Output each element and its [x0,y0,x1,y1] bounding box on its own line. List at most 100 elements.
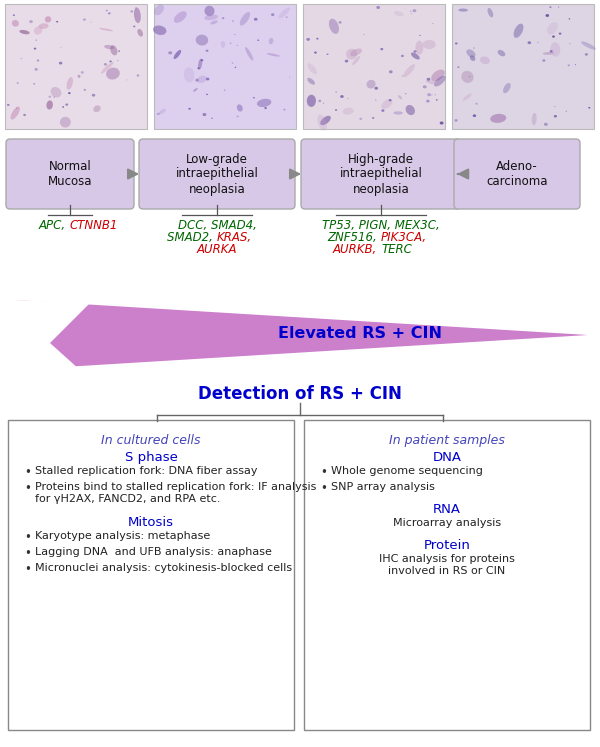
Ellipse shape [224,90,226,91]
Ellipse shape [431,69,445,81]
Text: RNA: RNA [433,503,461,516]
Ellipse shape [104,45,114,49]
Ellipse shape [457,66,460,68]
Text: •: • [320,482,327,495]
FancyBboxPatch shape [454,139,580,209]
Ellipse shape [19,30,29,34]
Ellipse shape [77,75,80,78]
Ellipse shape [307,78,315,84]
Ellipse shape [550,6,551,8]
Ellipse shape [81,71,84,74]
Ellipse shape [197,75,207,83]
Ellipse shape [326,54,329,55]
Ellipse shape [466,49,475,58]
Ellipse shape [547,22,558,34]
Text: •: • [24,482,31,495]
Ellipse shape [569,18,570,19]
Ellipse shape [434,75,446,87]
Ellipse shape [436,99,437,101]
Ellipse shape [198,59,202,69]
Text: Protein: Protein [424,539,470,552]
Ellipse shape [236,116,239,117]
Ellipse shape [307,38,310,41]
Ellipse shape [422,40,436,49]
Ellipse shape [405,93,406,94]
Ellipse shape [542,59,545,62]
Ellipse shape [206,78,209,81]
Bar [303,4,445,129]
Ellipse shape [34,68,38,71]
Ellipse shape [92,94,95,96]
Ellipse shape [35,40,37,41]
Ellipse shape [335,109,337,111]
Ellipse shape [401,55,404,57]
Ellipse shape [173,50,181,59]
Text: Lagging DNA  and UFB analysis: anaphase: Lagging DNA and UFB analysis: anaphase [35,547,272,557]
Ellipse shape [527,41,531,44]
Ellipse shape [423,85,427,88]
Text: ZNF516,: ZNF516, [328,231,381,244]
Text: AURKA: AURKA [197,243,237,256]
Ellipse shape [153,25,166,35]
Text: DCC, SMAD4,: DCC, SMAD4, [178,219,256,232]
Ellipse shape [542,52,554,55]
Ellipse shape [352,56,360,65]
Ellipse shape [503,83,511,93]
Ellipse shape [53,96,55,98]
Ellipse shape [101,62,114,74]
Ellipse shape [329,19,339,34]
Ellipse shape [552,35,555,38]
Ellipse shape [455,43,458,45]
Ellipse shape [374,87,378,90]
Ellipse shape [197,67,200,69]
Ellipse shape [12,20,19,27]
Ellipse shape [585,53,588,56]
Ellipse shape [184,67,194,82]
Ellipse shape [426,99,430,102]
Ellipse shape [20,58,22,59]
Bar [5,4,147,129]
Ellipse shape [232,20,234,22]
Ellipse shape [402,75,403,76]
Ellipse shape [33,83,35,84]
Ellipse shape [350,49,362,56]
Ellipse shape [68,92,71,94]
Ellipse shape [458,8,468,12]
Ellipse shape [283,109,286,111]
Ellipse shape [137,29,143,37]
Ellipse shape [34,48,36,49]
Text: Detection of RS + CIN: Detection of RS + CIN [198,385,402,403]
Ellipse shape [265,107,267,109]
Ellipse shape [37,60,39,61]
Text: In cultured cells: In cultured cells [101,434,201,447]
Text: In patient samples: In patient samples [389,434,505,447]
Ellipse shape [588,107,590,108]
Ellipse shape [440,122,443,125]
Ellipse shape [34,26,43,34]
Ellipse shape [367,80,376,89]
Ellipse shape [106,10,108,11]
Polygon shape [15,300,90,370]
Ellipse shape [316,37,319,40]
Text: APC,: APC, [38,219,69,232]
Text: CTNNB1: CTNNB1 [69,219,118,232]
Ellipse shape [454,119,458,122]
Ellipse shape [554,115,557,117]
Text: Elevated RS + CIN: Elevated RS + CIN [278,326,442,341]
Ellipse shape [94,105,101,112]
Ellipse shape [83,89,86,91]
Ellipse shape [188,108,191,110]
Ellipse shape [480,57,490,64]
Ellipse shape [62,106,64,108]
Ellipse shape [206,93,208,95]
Text: Adeno-
carcinoma: Adeno- carcinoma [486,160,548,188]
Ellipse shape [568,64,570,66]
Ellipse shape [196,34,208,46]
Text: SNP array analysis: SNP array analysis [331,482,435,492]
Ellipse shape [338,21,341,24]
Ellipse shape [106,68,120,79]
Ellipse shape [234,34,235,35]
Ellipse shape [254,18,257,21]
Text: Whole genome sequencing: Whole genome sequencing [331,466,483,476]
Ellipse shape [257,99,271,107]
